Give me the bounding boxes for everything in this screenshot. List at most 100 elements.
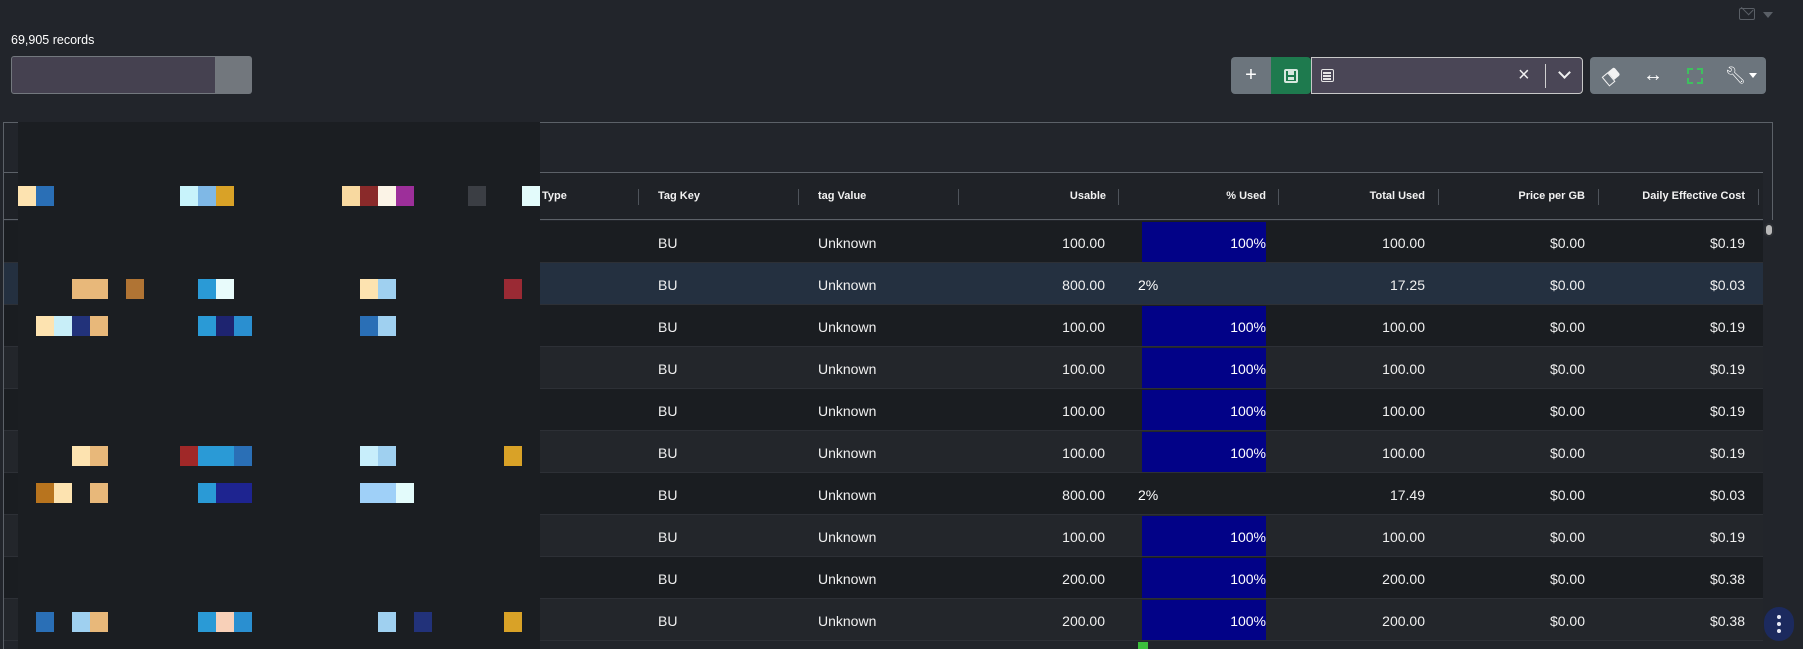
cell-pct-used: 100% xyxy=(1230,235,1266,251)
percent-used-bar xyxy=(1142,306,1266,346)
add-button[interactable]: + xyxy=(1231,57,1271,94)
column-resizer[interactable] xyxy=(1438,189,1439,205)
divider xyxy=(1545,64,1546,88)
cell-tag-value: Unknown xyxy=(818,235,877,251)
caret-down-icon xyxy=(1749,73,1758,78)
cell-pct-used: 100% xyxy=(1230,319,1266,335)
cell-tag-key: BU xyxy=(658,361,678,377)
cell-total-used: 200.00 xyxy=(1382,571,1425,587)
cell-price-per-gb: $0.00 xyxy=(1549,235,1585,251)
column-resizer[interactable] xyxy=(1758,189,1759,205)
scrollbar-thumb[interactable] xyxy=(1764,223,1774,237)
cell-total-used: 100.00 xyxy=(1382,529,1425,545)
column-header-total-used[interactable]: Total Used xyxy=(1369,190,1425,202)
percent-used-bar xyxy=(1142,348,1266,388)
cell-daily-effective-cost: $0.38 xyxy=(1709,571,1745,587)
percent-used-bar xyxy=(1142,432,1266,472)
more-options-button[interactable] xyxy=(1764,607,1794,641)
mail-icon[interactable] xyxy=(1739,8,1755,20)
save-icon xyxy=(1284,68,1298,83)
cell-tag-key: BU xyxy=(658,319,678,335)
cell-usable: 100.00 xyxy=(1062,403,1105,419)
cell-tag-value: Unknown xyxy=(818,403,877,419)
fullscreen-button[interactable] xyxy=(1674,57,1716,94)
cell-daily-effective-cost: $0.19 xyxy=(1709,445,1745,461)
column-resizer[interactable] xyxy=(958,189,959,205)
cell-price-per-gb: $0.00 xyxy=(1549,445,1585,461)
plus-icon: + xyxy=(1245,64,1257,86)
cell-daily-effective-cost: $0.03 xyxy=(1709,277,1745,293)
mail-caret-icon[interactable] xyxy=(1763,12,1773,18)
autosize-columns-button[interactable]: ↔ xyxy=(1632,57,1674,94)
chevron-down-icon[interactable] xyxy=(1558,66,1571,79)
cell-usable: 100.00 xyxy=(1062,445,1105,461)
cell-tag-key: BU xyxy=(658,403,678,419)
arrows-horizontal-icon: ↔ xyxy=(1643,64,1663,86)
cell-tag-value: Unknown xyxy=(818,571,877,587)
cell-usable: 800.00 xyxy=(1062,487,1105,503)
cell-total-used: 100.00 xyxy=(1382,361,1425,377)
clear-filters-button[interactable] xyxy=(1590,57,1632,94)
cell-pct-used: 100% xyxy=(1230,361,1266,377)
cell-price-per-gb: $0.00 xyxy=(1549,487,1585,503)
cell-tag-value: Unknown xyxy=(818,487,877,503)
cell-total-used: 17.49 xyxy=(1389,487,1425,503)
expand-icon xyxy=(1687,67,1703,84)
eraser-icon xyxy=(1601,66,1621,85)
toolbar-actions: + xyxy=(1231,57,1311,94)
column-header-price-per-gb[interactable]: Price per GB xyxy=(1518,190,1585,202)
wrench-icon: 🔧︎ xyxy=(1724,65,1747,85)
percent-used-bar xyxy=(1142,222,1266,262)
view-select[interactable]: × xyxy=(1311,57,1583,94)
column-header-tag-value[interactable]: tag Value xyxy=(818,190,867,202)
dot-icon xyxy=(1777,615,1781,619)
cell-tag-key: BU xyxy=(658,277,678,293)
cell-tag-value: Unknown xyxy=(818,361,877,377)
tools-menu-button[interactable]: 🔧︎ xyxy=(1716,57,1766,94)
record-count: 69,905 records xyxy=(11,33,95,47)
column-header-daily-effective-cost[interactable]: Daily Effective Cost xyxy=(1642,190,1745,202)
cell-total-used: 100.00 xyxy=(1382,235,1425,251)
percent-used-bar xyxy=(1142,516,1266,556)
cell-tag-key: BU xyxy=(658,529,678,545)
save-button[interactable] xyxy=(1271,57,1311,94)
quick-search-input[interactable] xyxy=(11,56,216,94)
percent-used-bar xyxy=(1142,390,1266,430)
cell-daily-effective-cost: $0.19 xyxy=(1709,529,1745,545)
column-resizer[interactable] xyxy=(798,189,799,205)
cell-pct-used: 2% xyxy=(1138,277,1159,293)
close-icon[interactable]: × xyxy=(1518,64,1530,86)
cell-total-used: 100.00 xyxy=(1382,445,1425,461)
cell-usable: 100.00 xyxy=(1062,319,1105,335)
vertical-scrollbar[interactable] xyxy=(1763,220,1775,649)
cell-tag-key: BU xyxy=(658,235,678,251)
cell-pct-used: 100% xyxy=(1230,613,1266,629)
cell-daily-effective-cost: $0.38 xyxy=(1709,613,1745,629)
column-header-tag-key[interactable]: Tag Key xyxy=(658,190,700,202)
dot-icon xyxy=(1777,622,1781,626)
cell-daily-effective-cost: $0.19 xyxy=(1709,235,1745,251)
column-header-pct-used[interactable]: % Used xyxy=(1226,190,1266,202)
column-header-usable[interactable]: Usable xyxy=(1069,190,1106,202)
cell-tag-value: Unknown xyxy=(818,613,877,629)
partial-row-bar xyxy=(1138,642,1148,649)
cell-pct-used: 100% xyxy=(1230,529,1266,545)
cell-price-per-gb: $0.00 xyxy=(1549,277,1585,293)
cell-daily-effective-cost: $0.19 xyxy=(1709,361,1745,377)
cell-tag-key: BU xyxy=(658,571,678,587)
cell-tag-value: Unknown xyxy=(818,319,877,335)
cell-tag-value: Unknown xyxy=(818,445,877,461)
cell-daily-effective-cost: $0.03 xyxy=(1709,487,1745,503)
column-header-type[interactable]: Type xyxy=(542,190,567,202)
column-resizer[interactable] xyxy=(1598,189,1599,205)
view-select-input[interactable] xyxy=(1340,62,1510,89)
cell-total-used: 100.00 xyxy=(1382,403,1425,419)
cell-pct-used: 100% xyxy=(1230,445,1266,461)
cell-price-per-gb: $0.00 xyxy=(1549,403,1585,419)
search-button[interactable] xyxy=(216,56,252,94)
percent-used-bar xyxy=(1142,600,1266,640)
column-resizer[interactable] xyxy=(1118,189,1119,205)
percent-used-bar xyxy=(1142,558,1266,598)
column-resizer[interactable] xyxy=(1278,189,1279,205)
column-resizer[interactable] xyxy=(638,189,639,205)
